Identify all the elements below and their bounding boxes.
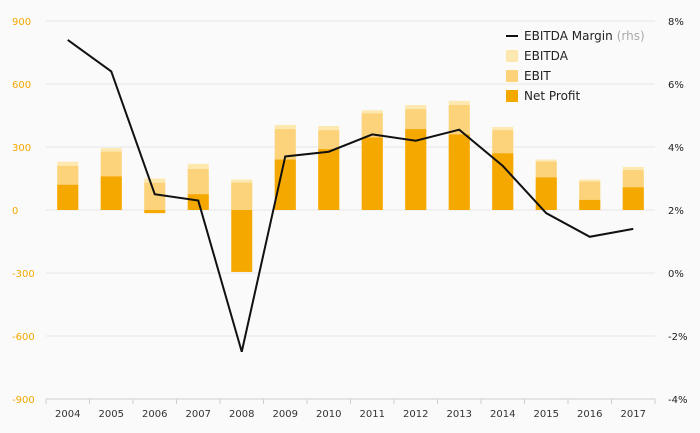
ebit-bar: [231, 182, 253, 210]
ebitda-legend-label: EBITDA: [524, 49, 569, 63]
net-profit-bar: [144, 210, 166, 214]
ebit-bar: [144, 182, 166, 210]
net-profit-bar: [57, 184, 79, 210]
y-right-tick-label: -4%: [668, 395, 687, 406]
ebit-legend-label: EBIT: [524, 69, 551, 83]
y-right-tick-label: 6%: [668, 80, 684, 91]
net-profit-bar: [492, 153, 514, 210]
x-tick-label: 2011: [360, 409, 385, 420]
x-tick-label: 2012: [403, 409, 428, 420]
y-right-tick-label: 8%: [668, 17, 684, 28]
y-left-tick-label: 600: [12, 80, 31, 91]
y-left-tick-label: -900: [12, 395, 35, 406]
x-tick-label: 2004: [55, 409, 80, 420]
net-profit-bar: [274, 159, 296, 210]
x-tick-label: 2014: [490, 409, 515, 420]
x-tick-label: 2009: [273, 409, 298, 420]
x-axis: 2004 2005 2006 2007 2008 2009 2010 2011 2012 2013…: [45, 398, 656, 420]
net-profit-bar: [448, 134, 470, 210]
x-tick-label: 2005: [99, 409, 124, 420]
y-right-tick-label: 4%: [668, 143, 684, 154]
net-profit-bar: [231, 210, 253, 272]
net-profit-legend-label: Net Profit: [524, 89, 580, 103]
y-left-tick-label: 0: [12, 206, 18, 217]
net-profit-bar: [100, 176, 122, 210]
y-axis-right: -4% -2% 0% 2% 4% 6% 8%: [668, 17, 687, 406]
x-tick-label: 2015: [534, 409, 559, 420]
net-profit-bar: [535, 177, 557, 210]
net-profit-bar: [579, 199, 601, 210]
y-right-tick-label: 0%: [668, 269, 684, 280]
ebitda-margin-line: [67, 39, 634, 353]
x-tick-label: 2017: [621, 409, 646, 420]
ebit-legend-swatch: [506, 70, 518, 82]
legend: EBITDA Margin (rhs) EBITDA EBIT Net Profit: [506, 29, 645, 103]
bar-series: [57, 100, 644, 272]
x-tick-label: 2016: [577, 409, 602, 420]
x-tick-label: 2007: [186, 409, 211, 420]
x-tick-label: 2008: [229, 409, 254, 420]
y-left-tick-label: 300: [12, 143, 31, 154]
y-left-tick-label: 900: [12, 17, 31, 28]
grid-lines: [46, 20, 655, 337]
y-left-tick-label: -300: [12, 269, 35, 280]
net-profit-bar: [361, 137, 383, 210]
net-profit-bar: [405, 129, 427, 210]
net-profit-legend-swatch: [506, 90, 518, 102]
net-profit-bar: [622, 187, 644, 210]
x-tick-label: 2010: [316, 409, 341, 420]
y-left-tick-label: -600: [12, 332, 35, 343]
net-profit-bar: [318, 149, 340, 210]
x-tick-label: 2013: [447, 409, 472, 420]
margin-line-series: [67, 39, 634, 353]
legend-rhs-note: (rhs): [617, 29, 645, 43]
y-right-tick-label: -2%: [668, 332, 687, 343]
ebitda-legend-swatch: [506, 50, 518, 62]
ebitda-margin-legend-label: EBITDA Margin (rhs): [524, 29, 645, 43]
y-right-tick-label: 2%: [668, 206, 684, 217]
x-tick-label: 2006: [142, 409, 167, 420]
y-axis-left: -900 -600 -300 0 300 600 900: [12, 17, 35, 406]
